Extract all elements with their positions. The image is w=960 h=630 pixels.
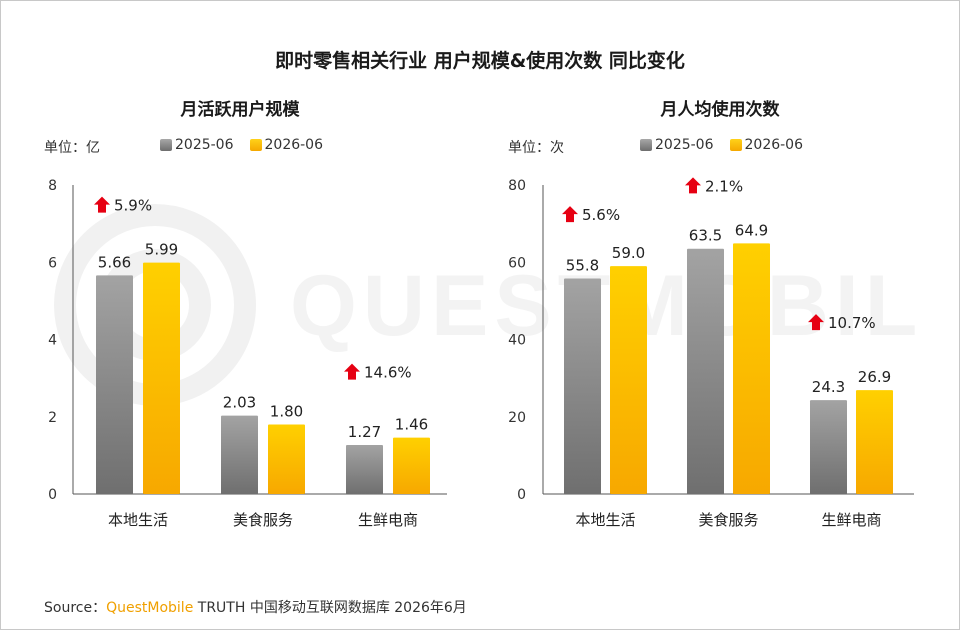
growth-rate-label: 14.6%: [364, 364, 412, 382]
bar-2026-06: [143, 262, 180, 494]
bar-2025-06: [221, 415, 258, 494]
bar-2026-06: [393, 437, 430, 494]
growth-up-arrow-icon: [808, 314, 824, 331]
right-unit-label: 单位：次: [508, 140, 564, 156]
source-suffix: TRUTH 中国移动互联网数据库 2026年6月: [193, 600, 467, 616]
right-panel-title: 月人均使用次数: [660, 100, 780, 120]
growth-rate-label: 10.7%: [828, 314, 876, 332]
source-brand: QuestMobile: [106, 600, 194, 616]
growth-up-arrow-icon: [562, 206, 578, 223]
y-tick-label: 20: [508, 410, 526, 426]
bar-2025-06: [687, 248, 724, 494]
bar-value-label: 1.46: [395, 416, 428, 434]
bar-2025-06: [810, 400, 847, 494]
x-category-label: 本地生活: [108, 511, 168, 529]
y-tick-label: 40: [508, 333, 526, 349]
bar-value-label: 55.8: [566, 256, 599, 274]
x-category-label: 生鲜电商: [821, 511, 881, 529]
bar-value-label: 63.5: [689, 227, 722, 245]
y-tick-label: 8: [48, 178, 57, 194]
bar-value-label: 5.99: [145, 241, 178, 259]
legend-label-2026: 2026-06: [744, 137, 804, 153]
legend-item-2026: 2026-06: [729, 137, 804, 153]
bar-2025-06: [96, 275, 133, 494]
bar-value-label: 59.0: [612, 244, 645, 262]
left-panel-title: 月活跃用户规模: [180, 100, 300, 120]
left-legend: 2025-06 2026-06: [160, 137, 339, 153]
bar-value-label: 64.9: [735, 221, 768, 239]
legend-label-2025: 2025-06: [655, 137, 714, 153]
left-unit-label: 单位：亿: [44, 140, 100, 156]
growth-up-arrow-icon: [685, 177, 701, 194]
legend-item-2026: 2026-06: [249, 137, 324, 153]
legend-label-2025: 2025-06: [175, 137, 234, 153]
legend-item-2025: 2025-06: [160, 137, 234, 153]
right-legend: 2025-06 2026-06: [640, 137, 819, 153]
bar-value-label: 1.80: [270, 402, 303, 420]
bar-2026-06: [268, 424, 305, 494]
bar-value-label: 1.27: [348, 423, 381, 441]
legend-item-2025: 2025-06: [640, 137, 714, 153]
growth-up-arrow-icon: [344, 363, 360, 380]
growth-up-arrow-icon: [94, 196, 110, 213]
growth-rate-label: 2.1%: [705, 177, 743, 195]
left-bar-chart: 0 2 4 6 8 本地生活 5.66 5.99 5.9% 美食服务 2.03 1.80 生鲜电商 1.2…: [48, 178, 447, 529]
x-category-label: 生鲜电商: [358, 511, 418, 529]
bar-value-label: 5.66: [98, 253, 131, 271]
source-note: Source：QuestMobile TRUTH 中国移动互联网数据库 2026…: [44, 597, 467, 617]
bar-value-label: 2.03: [223, 394, 256, 412]
growth-rate-label: 5.9%: [114, 197, 152, 215]
x-category-label: 美食服务: [233, 511, 293, 529]
legend-swatch-grey: [640, 139, 652, 151]
y-tick-label: 0: [48, 487, 57, 503]
bar-value-label: 26.9: [858, 368, 891, 386]
bar-2026-06: [733, 243, 770, 494]
legend-swatch-yellow: [729, 139, 742, 151]
y-tick-label: 0: [517, 487, 526, 503]
bar-2025-06: [564, 278, 601, 494]
y-tick-label: 4: [48, 333, 57, 349]
bar-2026-06: [856, 390, 893, 494]
y-tick-label: 60: [508, 255, 526, 271]
chart-title: 即时零售相关行业 用户规模&使用次数 同比变化: [275, 50, 685, 72]
y-tick-label: 80: [508, 178, 526, 194]
y-tick-label: 2: [48, 410, 57, 426]
source-prefix: Source：: [44, 600, 107, 616]
legend-swatch-yellow: [249, 139, 262, 151]
bar-2025-06: [346, 444, 383, 494]
legend-label-2026: 2026-06: [264, 137, 324, 153]
right-bar-chart: 0 20 40 60 80 本地生活 55.8 59.0 5.6% 美食服务 63.5 64.9 2.1…: [508, 177, 914, 529]
growth-rate-label: 5.6%: [582, 206, 620, 224]
x-category-label: 本地生活: [575, 511, 635, 529]
x-category-label: 美食服务: [698, 511, 758, 529]
y-tick-label: 6: [48, 255, 57, 271]
legend-swatch-grey: [160, 139, 172, 151]
bar-2026-06: [610, 266, 647, 494]
bar-value-label: 24.3: [812, 378, 845, 396]
